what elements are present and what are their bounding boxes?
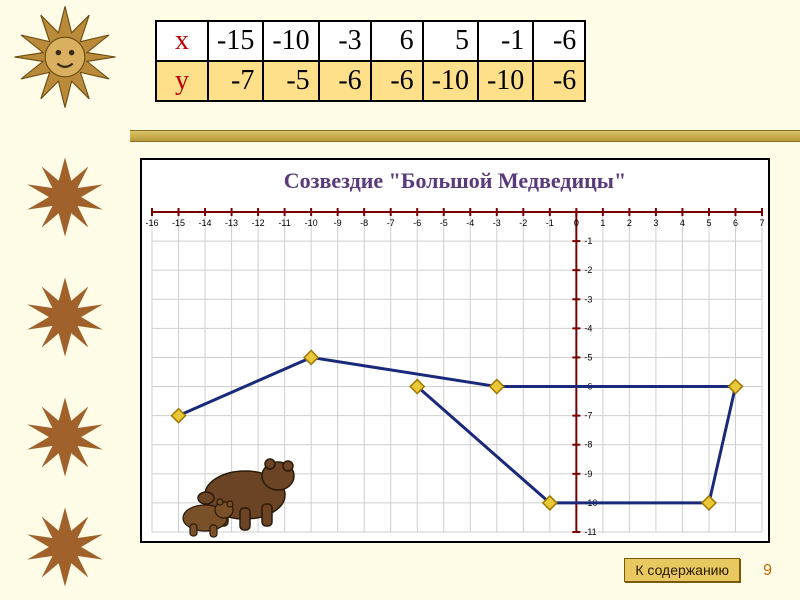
toc-button[interactable]: К содержанию [624, 558, 740, 582]
svg-text:7: 7 [759, 218, 764, 228]
sun-flat-icon [20, 152, 110, 242]
table-row: x -15 -10 -3 6 5 -1 -6 [156, 21, 585, 61]
svg-text:-9: -9 [334, 218, 342, 228]
svg-text:-8: -8 [360, 218, 368, 228]
svg-text:0: 0 [574, 218, 579, 228]
cell: -5 [263, 61, 318, 101]
svg-text:6: 6 [733, 218, 738, 228]
cell: -6 [533, 61, 585, 101]
svg-text:-8: -8 [584, 440, 592, 450]
svg-text:-3: -3 [584, 294, 592, 304]
chart-title: Созвездие "Большой Медведицы" [142, 168, 768, 194]
svg-text:-11: -11 [278, 218, 290, 228]
section-divider [130, 130, 800, 142]
row-header-x: x [156, 21, 208, 61]
svg-text:-7: -7 [584, 411, 592, 421]
svg-text:2: 2 [627, 218, 632, 228]
svg-text:-6: -6 [413, 218, 421, 228]
svg-text:-3: -3 [493, 218, 501, 228]
svg-text:-13: -13 [225, 218, 238, 228]
svg-text:-15: -15 [172, 218, 185, 228]
row-header-y: y [156, 61, 208, 101]
cell: -6 [533, 21, 585, 61]
cell: -1 [478, 21, 533, 61]
svg-text:-16: -16 [145, 218, 158, 228]
cell: -6 [319, 61, 371, 101]
sun-flat-icon [20, 392, 110, 482]
svg-text:-5: -5 [440, 218, 448, 228]
svg-text:-2: -2 [584, 265, 592, 275]
cell: -10 [478, 61, 533, 101]
svg-text:1: 1 [600, 218, 605, 228]
page-number: 9 [763, 562, 772, 580]
sun-flat-icon [20, 272, 110, 362]
cell: 6 [371, 21, 423, 61]
svg-text:-2: -2 [519, 218, 527, 228]
svg-text:-12: -12 [252, 218, 265, 228]
sun-flat-icon [20, 502, 110, 592]
sun-3d-icon [10, 2, 120, 112]
coordinate-table: x -15 -10 -3 6 5 -1 -6 y -7 -5 -6 -6 -10… [155, 20, 586, 102]
svg-text:-14: -14 [199, 218, 212, 228]
svg-text:5: 5 [706, 218, 711, 228]
svg-text:-1: -1 [584, 236, 592, 246]
svg-text:-4: -4 [584, 323, 592, 333]
cell: -7 [208, 61, 263, 101]
svg-text:-7: -7 [387, 218, 395, 228]
cell: 5 [423, 21, 478, 61]
cell: -15 [208, 21, 263, 61]
svg-text:-10: -10 [305, 218, 318, 228]
svg-text:-5: -5 [584, 352, 592, 362]
table-row: y -7 -5 -6 -6 -10 -10 -6 [156, 61, 585, 101]
svg-text:-9: -9 [584, 469, 592, 479]
left-decoration-strip [0, 0, 130, 600]
svg-text:-4: -4 [466, 218, 474, 228]
cell: -10 [423, 61, 478, 101]
svg-text:3: 3 [653, 218, 658, 228]
cell: -10 [263, 21, 318, 61]
bears-icon [170, 440, 310, 540]
cell: -6 [371, 61, 423, 101]
svg-text:4: 4 [680, 218, 685, 228]
svg-text:-1: -1 [546, 218, 554, 228]
cell: -3 [319, 21, 371, 61]
svg-text:-11: -11 [584, 527, 596, 537]
